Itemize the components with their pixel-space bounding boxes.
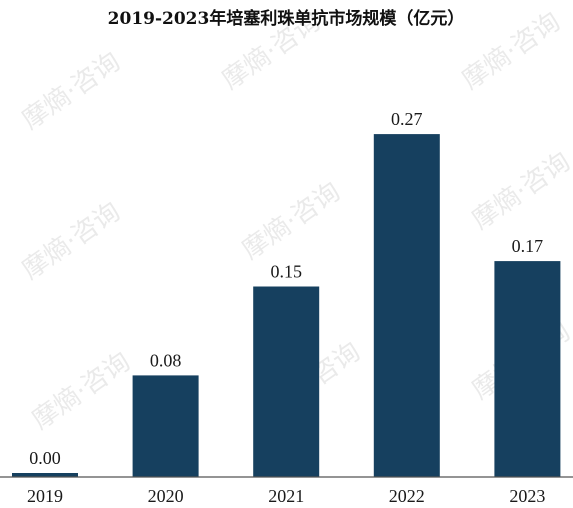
data-label-2020: 0.08 [150, 350, 182, 370]
chart-title: 2019-2023年培塞利珠单抗市场规模（亿元） [108, 8, 465, 29]
bar-2020 [132, 375, 199, 477]
watermark-text: 摩熵·咨询 [457, 7, 566, 96]
x-tick-2023: 2023 [509, 486, 545, 506]
data-label-2023: 0.17 [512, 236, 544, 256]
watermark-text: 摩熵·咨询 [467, 147, 573, 236]
x-tick-2021: 2021 [268, 486, 304, 506]
data-label-2021: 0.15 [270, 262, 302, 282]
watermark-text: 摩熵·咨询 [237, 177, 346, 266]
watermark-text: 摩熵·咨询 [17, 197, 126, 286]
data-label-2022: 0.27 [391, 109, 423, 129]
x-tick-2022: 2022 [389, 486, 425, 506]
bar-2021 [253, 286, 320, 477]
bar-2022 [373, 134, 440, 477]
bar-2023 [494, 261, 561, 477]
bar-2019 [12, 473, 78, 477]
watermark-text: 摩熵·咨询 [17, 47, 126, 136]
bar-series: 0.00 0.08 0.15 0.27 0.17 [12, 109, 561, 477]
x-axis-ticks: 2019 2020 2021 2022 2023 [27, 486, 545, 506]
watermark-text: 摩熵·咨询 [27, 347, 136, 436]
data-label-2019: 0.00 [29, 448, 61, 468]
x-tick-2019: 2019 [27, 486, 63, 506]
x-tick-2020: 2020 [148, 486, 184, 506]
